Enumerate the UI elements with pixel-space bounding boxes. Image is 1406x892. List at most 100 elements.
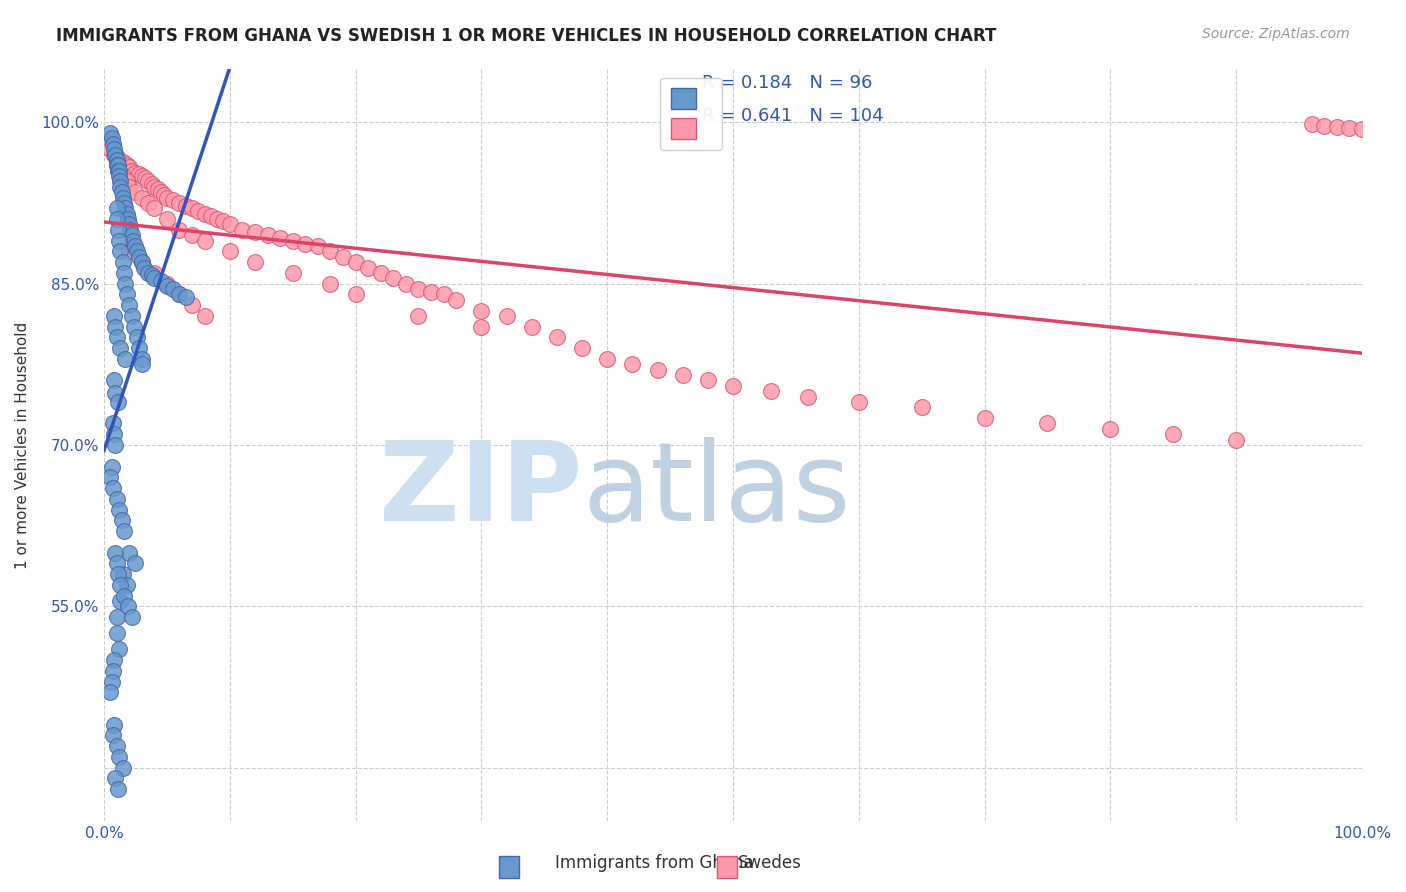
Point bbox=[156, 278, 179, 293]
Point bbox=[100, 459, 122, 474]
Point bbox=[103, 717, 125, 731]
Point bbox=[174, 199, 197, 213]
Point bbox=[101, 728, 124, 742]
Point bbox=[103, 427, 125, 442]
Point bbox=[596, 351, 619, 366]
Point bbox=[231, 223, 253, 237]
Point bbox=[105, 158, 128, 172]
Point bbox=[721, 379, 744, 393]
Point bbox=[112, 524, 135, 538]
Point bbox=[128, 341, 150, 355]
Point bbox=[470, 303, 492, 318]
Point bbox=[101, 136, 124, 151]
Point bbox=[114, 202, 136, 216]
Point bbox=[105, 626, 128, 640]
Point bbox=[131, 255, 153, 269]
Point bbox=[118, 545, 141, 559]
Point bbox=[111, 567, 134, 582]
Point bbox=[136, 174, 159, 188]
Point bbox=[149, 185, 172, 199]
Point bbox=[281, 234, 304, 248]
Point bbox=[149, 275, 172, 289]
Point bbox=[319, 244, 342, 259]
Point bbox=[117, 212, 139, 227]
Point bbox=[105, 330, 128, 344]
Point bbox=[571, 341, 593, 355]
Point bbox=[110, 185, 132, 199]
Point bbox=[546, 330, 568, 344]
Text: Swedes: Swedes bbox=[738, 855, 801, 872]
Point bbox=[105, 212, 128, 227]
Point bbox=[495, 309, 517, 323]
Point bbox=[120, 223, 142, 237]
Point bbox=[672, 368, 695, 382]
Point bbox=[146, 182, 169, 196]
Point bbox=[169, 196, 191, 211]
Point bbox=[110, 244, 132, 259]
Point bbox=[114, 351, 136, 366]
Point bbox=[115, 158, 138, 172]
Point bbox=[110, 578, 132, 592]
Point bbox=[143, 202, 166, 216]
Point bbox=[105, 158, 128, 172]
Point bbox=[194, 309, 217, 323]
Point bbox=[118, 218, 141, 232]
Point bbox=[111, 255, 134, 269]
Point bbox=[111, 761, 134, 775]
Point bbox=[115, 174, 138, 188]
Point bbox=[115, 578, 138, 592]
Point bbox=[105, 610, 128, 624]
Point bbox=[124, 557, 146, 571]
Point bbox=[156, 191, 179, 205]
Text: Immigrants from Ghana: Immigrants from Ghana bbox=[555, 855, 754, 872]
Point bbox=[103, 142, 125, 156]
Point bbox=[307, 239, 329, 253]
Point bbox=[100, 131, 122, 145]
Point bbox=[103, 147, 125, 161]
Point bbox=[470, 319, 492, 334]
Point bbox=[124, 166, 146, 180]
Point bbox=[797, 390, 820, 404]
Point bbox=[107, 567, 129, 582]
Point bbox=[1099, 422, 1122, 436]
Point bbox=[1351, 121, 1374, 136]
Point bbox=[110, 174, 132, 188]
Point bbox=[1036, 417, 1059, 431]
Point bbox=[110, 513, 132, 527]
Point bbox=[911, 401, 934, 415]
Point bbox=[370, 266, 392, 280]
Point bbox=[153, 188, 176, 202]
Point bbox=[212, 214, 235, 228]
Point bbox=[357, 260, 380, 275]
Point bbox=[122, 234, 145, 248]
Point bbox=[332, 250, 354, 264]
Point bbox=[395, 277, 418, 291]
Point bbox=[218, 244, 240, 259]
Point bbox=[122, 319, 145, 334]
Point bbox=[520, 319, 543, 334]
Point bbox=[187, 203, 209, 218]
Point bbox=[131, 357, 153, 371]
Point bbox=[131, 169, 153, 183]
Point bbox=[111, 191, 134, 205]
Point bbox=[125, 244, 148, 259]
Point bbox=[344, 287, 367, 301]
Point bbox=[136, 266, 159, 280]
Point bbox=[128, 250, 150, 264]
Point bbox=[141, 268, 163, 282]
Point bbox=[103, 653, 125, 667]
Point bbox=[104, 319, 127, 334]
Point bbox=[101, 481, 124, 495]
Point bbox=[112, 196, 135, 211]
Text: IMMIGRANTS FROM GHANA VS SWEDISH 1 OR MORE VEHICLES IN HOUSEHOLD CORRELATION CHA: IMMIGRANTS FROM GHANA VS SWEDISH 1 OR MO… bbox=[56, 27, 997, 45]
Text: R = 0.641   N = 104: R = 0.641 N = 104 bbox=[702, 107, 883, 125]
Point bbox=[696, 374, 718, 388]
Point bbox=[243, 225, 266, 239]
Point bbox=[118, 244, 141, 259]
Point bbox=[111, 169, 134, 183]
Point bbox=[134, 171, 156, 186]
Point bbox=[143, 271, 166, 285]
Point bbox=[108, 234, 131, 248]
Point bbox=[108, 642, 131, 657]
Point bbox=[156, 277, 179, 291]
